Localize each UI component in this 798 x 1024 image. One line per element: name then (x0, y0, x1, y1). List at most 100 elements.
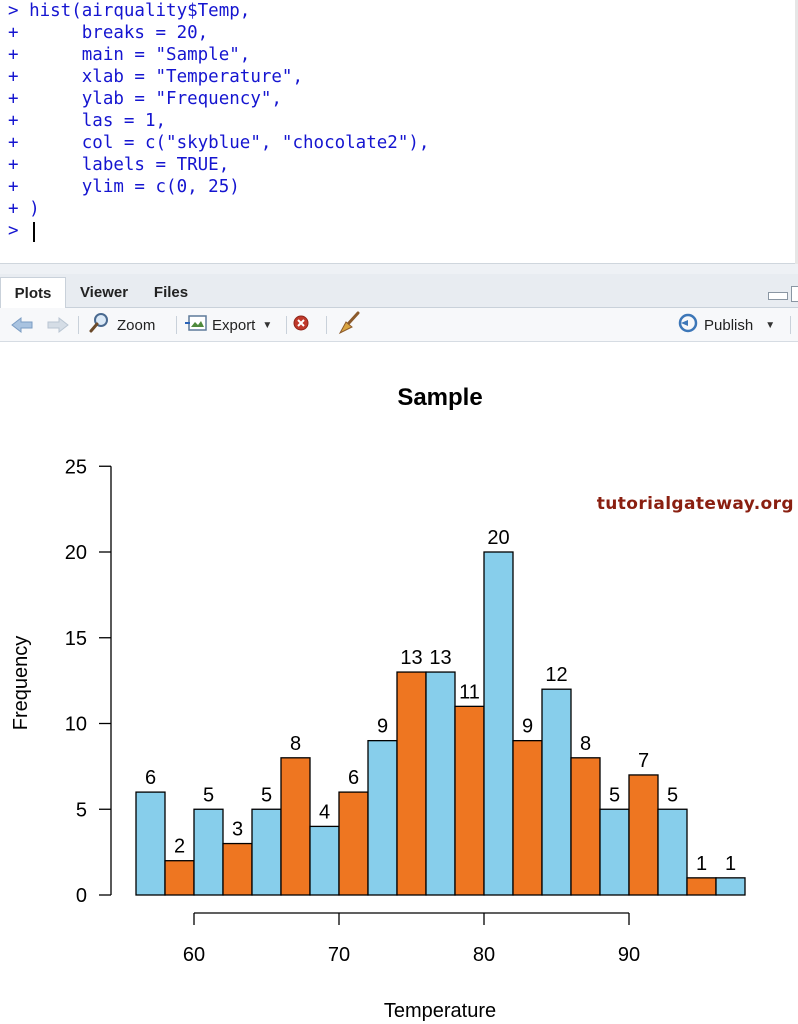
histogram-bar (599, 808, 630, 896)
bar-label: 5 (203, 784, 214, 806)
histogram-bar (164, 860, 195, 896)
console-prompt[interactable]: > (8, 221, 30, 241)
tab-files[interactable]: Files (153, 284, 189, 301)
export-label: Export (212, 316, 256, 334)
zoom-icon (88, 312, 112, 339)
export-icon (184, 312, 208, 339)
minimize-pane-icon[interactable] (768, 292, 788, 300)
histogram-bar (628, 774, 659, 896)
publish-icon (676, 313, 700, 338)
zoom-button[interactable]: Zoom (88, 308, 155, 342)
bar-label: 7 (638, 750, 649, 772)
histogram-bar (251, 808, 282, 896)
histogram-bar (396, 671, 427, 896)
bar-label: 6 (348, 767, 359, 789)
watermark-text: tutorialgateway.org (596, 494, 794, 514)
bar-label: 9 (377, 716, 388, 738)
remove-plot-icon (292, 313, 312, 338)
bar-label: 11 (459, 681, 480, 703)
bar-label: 5 (609, 784, 620, 806)
forward-arrow-icon[interactable] (44, 308, 70, 342)
y-tick-label: 0 (76, 885, 87, 907)
toolbar-divider (286, 316, 287, 334)
x-tick-label: 90 (618, 944, 640, 966)
console-line: + ylim = c(0, 25) (8, 177, 240, 197)
back-arrow-icon[interactable] (10, 308, 36, 342)
text-cursor (33, 222, 35, 242)
bar-label: 5 (667, 784, 678, 806)
bar-label: 8 (580, 733, 591, 755)
console-scrollbar[interactable] (795, 0, 798, 264)
bar-label: 13 (400, 647, 422, 669)
console-line: + breaks = 20, (8, 23, 209, 43)
bar-label: 6 (145, 767, 156, 789)
y-axis-label: Frequency (10, 636, 32, 731)
remove-plot-button[interactable] (292, 308, 312, 342)
tab-plots[interactable]: Plots (0, 277, 66, 308)
chevron-down-icon: ▼ (765, 319, 776, 331)
bar-label: 8 (290, 733, 301, 755)
console-line: > hist(airquality$Temp, (8, 1, 251, 21)
histogram-bar (483, 551, 514, 896)
chart-title: Sample (397, 384, 482, 411)
bar-label: 5 (261, 784, 272, 806)
toolbar-divider (326, 316, 327, 334)
histogram-bar (541, 688, 572, 896)
histogram-bar (135, 791, 166, 896)
histogram-bar (715, 877, 746, 896)
y-tick-label: 15 (65, 628, 87, 650)
x-tick-label: 60 (183, 944, 205, 966)
x-tick-label: 80 (473, 944, 495, 966)
histogram-bar (222, 842, 253, 896)
histogram-bar (512, 739, 543, 896)
bar-label: 3 (232, 819, 243, 841)
histogram-bar (686, 877, 717, 896)
publish-button[interactable]: Publish ▼ (676, 308, 775, 342)
histogram-bar (338, 791, 369, 896)
plots-toolbar: Zoom Export ▼ (0, 308, 798, 342)
histogram-bar (425, 671, 456, 896)
histogram-bar (309, 825, 340, 896)
bar-label: 20 (487, 527, 509, 549)
console-line: + ylab = "Frequency", (8, 89, 282, 109)
y-tick-label: 20 (65, 542, 87, 564)
chevron-down-icon: ▼ (262, 319, 273, 331)
histogram-bar (280, 757, 311, 896)
x-axis-label: Temperature (384, 1000, 496, 1022)
bar-label: 2 (174, 836, 185, 858)
histogram-bar (657, 808, 688, 896)
console-line: + labels = TRUE, (8, 155, 230, 175)
toolbar-divider (790, 316, 791, 334)
console-line: + ) (8, 199, 40, 219)
pane-tabbar: Plots Viewer Files (0, 274, 798, 308)
maximize-pane-icon[interactable] (791, 286, 798, 302)
console-line: + xlab = "Temperature", (8, 67, 304, 87)
y-tick-label: 5 (76, 799, 87, 821)
console-pane[interactable]: > hist(airquality$Temp, + breaks = 20, +… (0, 0, 798, 264)
y-tick-label: 10 (65, 714, 87, 736)
console-line: + las = 1, (8, 111, 167, 131)
x-tick-label: 70 (328, 944, 350, 966)
toolbar-divider (176, 316, 177, 334)
histogram-bar (367, 739, 398, 896)
histogram-bar (454, 705, 485, 896)
bar-label: 12 (545, 664, 567, 686)
console-line: + col = c("skyblue", "chocolate2"), (8, 133, 430, 153)
bar-label: 4 (319, 801, 330, 823)
bar-label: 9 (522, 716, 533, 738)
plot-area: Sample 6 2 5 3 5 8 4 6 9 13 13 11 20 9 12 8 5 7 5 1 1 0 5 10 15 20… (0, 342, 798, 1024)
export-button[interactable]: Export ▼ (184, 308, 272, 342)
bar-label: 1 (725, 853, 736, 875)
broom-icon (336, 311, 362, 340)
histogram-bar (193, 808, 224, 896)
toolbar-divider (78, 316, 79, 334)
publish-label: Publish (704, 316, 754, 334)
console-line: + main = "Sample", (8, 45, 251, 65)
tab-viewer[interactable]: Viewer (79, 284, 129, 301)
bar-label: 1 (696, 853, 707, 875)
pane-splitter[interactable] (0, 264, 798, 274)
bar-label: 13 (429, 647, 451, 669)
clear-plots-button[interactable] (336, 308, 362, 342)
zoom-label: Zoom (117, 316, 156, 334)
